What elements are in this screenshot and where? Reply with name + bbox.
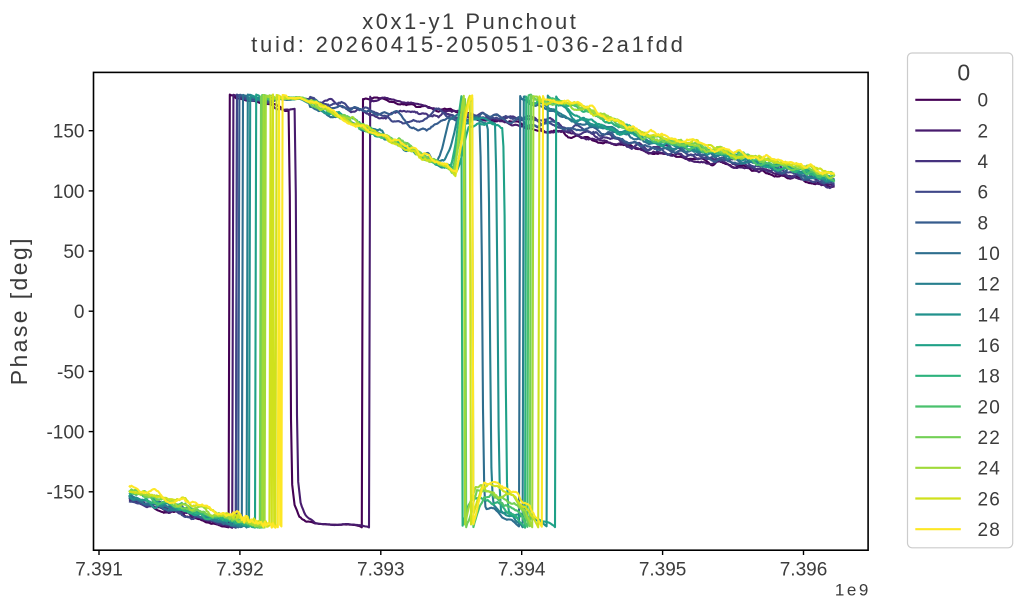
- svg-text:50: 50: [63, 242, 84, 263]
- svg-text:tuid: 20260415-205051-036-2a1f: tuid: 20260415-205051-036-2a1fdd: [251, 32, 686, 57]
- svg-text:16: 16: [978, 336, 1002, 357]
- svg-text:28: 28: [978, 520, 1002, 541]
- svg-text:7.392: 7.392: [216, 560, 264, 581]
- svg-text:-100: -100: [46, 423, 84, 444]
- svg-text:1e9: 1e9: [835, 581, 871, 600]
- svg-text:14: 14: [978, 305, 1002, 326]
- svg-text:150: 150: [53, 122, 85, 143]
- svg-text:0: 0: [978, 91, 990, 112]
- svg-text:7.393: 7.393: [357, 560, 405, 581]
- svg-text:2: 2: [978, 121, 990, 142]
- svg-text:6: 6: [978, 183, 990, 204]
- svg-text:7.396: 7.396: [780, 560, 828, 581]
- svg-text:100: 100: [53, 182, 85, 203]
- svg-text:7.395: 7.395: [639, 560, 687, 581]
- svg-text:10: 10: [978, 244, 1002, 265]
- svg-text:4: 4: [978, 152, 990, 173]
- svg-text:8: 8: [978, 213, 990, 234]
- svg-text:12: 12: [978, 275, 1002, 296]
- svg-text:20: 20: [978, 397, 1002, 418]
- svg-text:7.394: 7.394: [498, 560, 546, 581]
- svg-text:x0x1-y1 Punchout: x0x1-y1 Punchout: [362, 9, 578, 34]
- svg-text:-150: -150: [46, 483, 84, 504]
- svg-text:0: 0: [957, 59, 970, 85]
- svg-text:18: 18: [978, 367, 1002, 388]
- svg-text:22: 22: [978, 428, 1002, 449]
- svg-text:Phase [deg]: Phase [deg]: [6, 236, 32, 385]
- svg-text:26: 26: [978, 489, 1002, 510]
- svg-text:7.391: 7.391: [75, 560, 123, 581]
- svg-text:24: 24: [978, 459, 1002, 480]
- svg-text:0: 0: [74, 302, 85, 323]
- svg-text:-50: -50: [57, 362, 84, 383]
